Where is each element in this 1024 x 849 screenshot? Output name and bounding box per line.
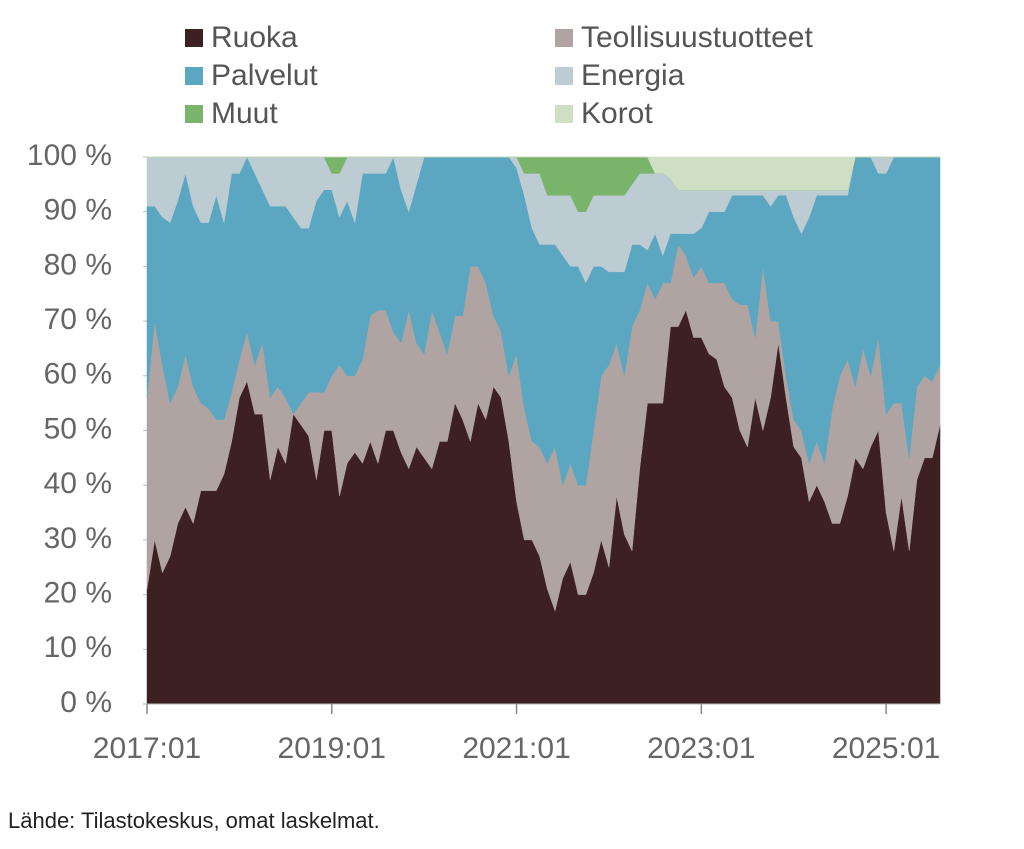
source-note: Lähde: Tilastokeskus, omat laskelmat. xyxy=(8,808,380,833)
legend-swatch xyxy=(185,29,203,47)
legend-label: Teollisuustuotteet xyxy=(581,21,813,54)
x-tick-label: 2017:01 xyxy=(93,732,201,765)
legend-label: Palvelut xyxy=(211,59,318,92)
legend-label: Muut xyxy=(211,97,278,130)
x-tick-label: 2019:01 xyxy=(278,732,386,765)
legend-swatch xyxy=(555,67,573,85)
legend-item: Teollisuustuotteet xyxy=(555,21,813,54)
legend-swatch xyxy=(185,67,203,85)
y-tick-label: 80 % xyxy=(44,248,112,281)
y-tick-label: 0 % xyxy=(60,686,112,719)
x-tick-label: 2021:01 xyxy=(462,732,570,765)
y-tick-label: 30 % xyxy=(44,522,112,555)
y-tick-label: 20 % xyxy=(44,577,112,610)
legend-label: Korot xyxy=(581,97,653,130)
legend-label: Ruoka xyxy=(211,21,298,54)
legend-item: Ruoka xyxy=(185,21,298,54)
y-tick-label: 100 % xyxy=(27,139,112,172)
legend-swatch xyxy=(185,105,203,123)
x-tick-label: 2025:01 xyxy=(832,732,940,765)
legend-item: Muut xyxy=(185,97,278,130)
x-tick-label: 2023:01 xyxy=(647,732,755,765)
y-tick-label: 60 % xyxy=(44,358,112,391)
y-tick-label: 50 % xyxy=(44,412,112,445)
legend-item: Korot xyxy=(555,97,653,130)
legend-swatch xyxy=(555,105,573,123)
legend-label: Energia xyxy=(581,59,685,92)
y-tick-label: 10 % xyxy=(44,631,112,664)
legend-item: Energia xyxy=(555,59,685,92)
legend-swatch xyxy=(555,29,573,47)
legend-item: Palvelut xyxy=(185,59,318,92)
y-tick-label: 70 % xyxy=(44,303,112,336)
y-tick-label: 90 % xyxy=(44,194,112,227)
y-tick-label: 40 % xyxy=(44,467,112,500)
area xyxy=(147,156,940,191)
